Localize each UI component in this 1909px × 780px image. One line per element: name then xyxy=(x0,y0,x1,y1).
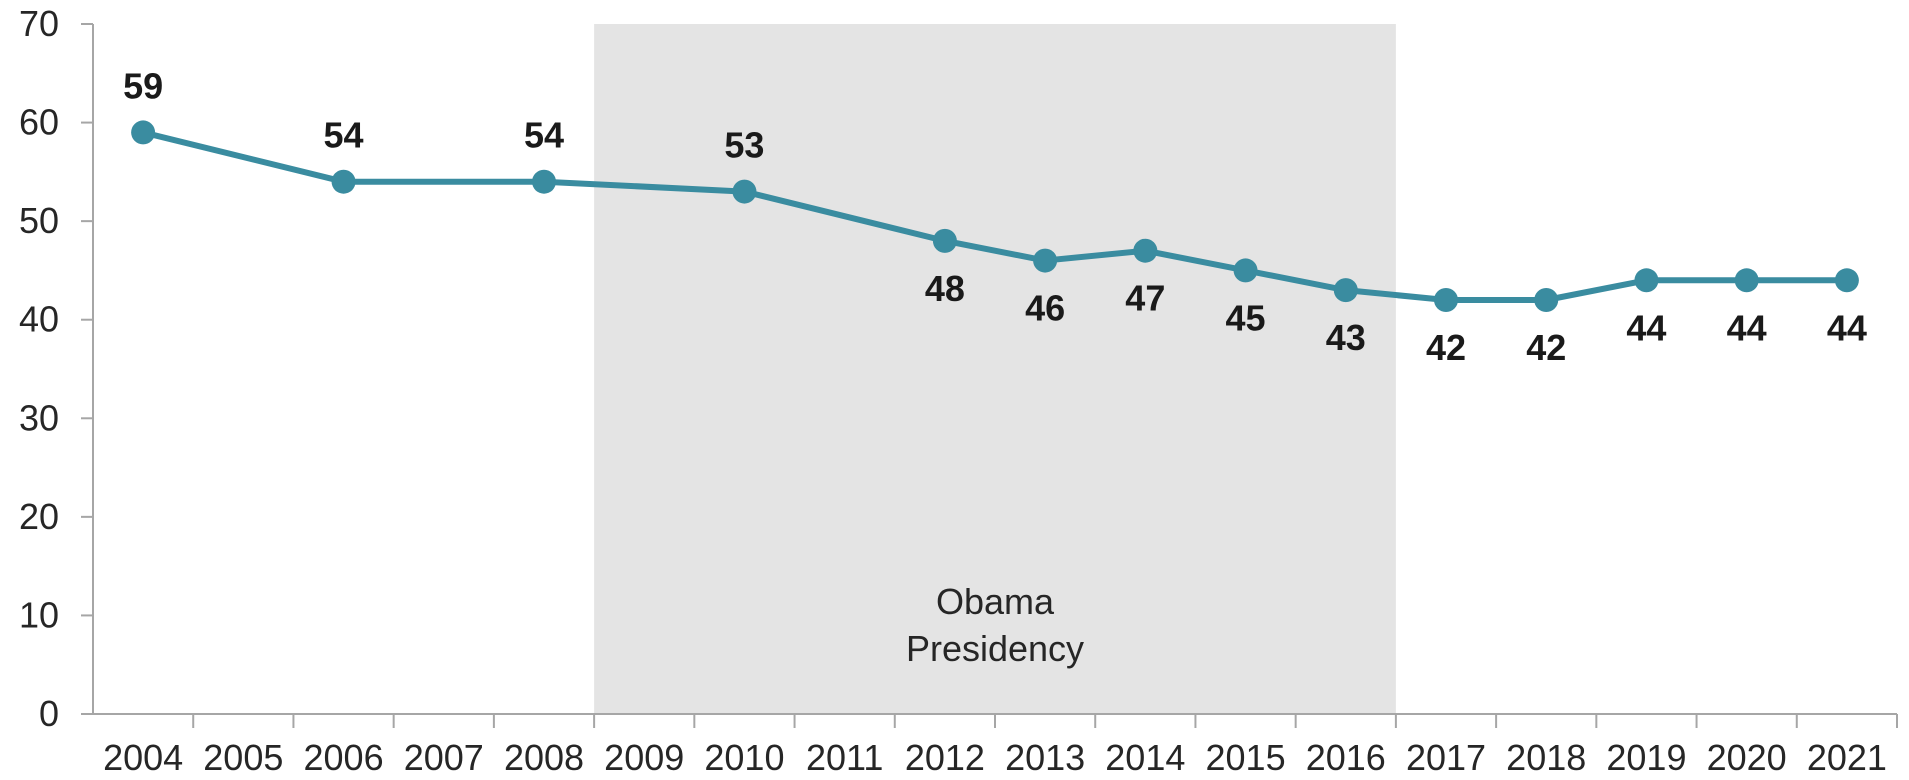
obama-presidency-shade xyxy=(594,24,1396,714)
y-tick-label: 60 xyxy=(19,102,59,143)
x-tick-label: 2009 xyxy=(604,737,684,778)
data-label-2015: 45 xyxy=(1226,297,1266,338)
shaded-region: Obama Presidency xyxy=(594,24,1396,714)
data-point-2010 xyxy=(732,179,757,204)
x-tick-label: 2017 xyxy=(1406,737,1486,778)
data-label-2021: 44 xyxy=(1827,307,1867,348)
data-point-2008 xyxy=(532,169,556,194)
data-point-2016 xyxy=(1333,278,1358,303)
data-label-2012: 48 xyxy=(925,268,965,309)
x-tick-label: 2016 xyxy=(1306,737,1386,778)
data-label-2017: 42 xyxy=(1426,327,1466,368)
data-label-2016: 43 xyxy=(1326,317,1366,358)
x-tick-label: 2005 xyxy=(203,737,283,778)
x-tick-label: 2010 xyxy=(704,737,784,778)
data-point-2019 xyxy=(1634,268,1659,293)
data-label-2006: 54 xyxy=(324,115,364,156)
y-tick-label: 70 xyxy=(19,3,59,44)
data-labels: 59 54 54 53 48 46 47 45 43 42 42 44 44 44 xyxy=(123,65,1867,368)
shaded-region-label: Presidency xyxy=(906,628,1084,669)
x-tick-label: 2006 xyxy=(304,737,384,778)
data-point-2012 xyxy=(932,228,957,253)
axes: 0 10 20 30 40 50 60 70 2004 2005 2006 2007 2008 2009 2… xyxy=(19,3,1898,778)
x-tick-label: 2014 xyxy=(1105,737,1185,778)
data-point-2021 xyxy=(1834,268,1859,293)
data-label-2010: 53 xyxy=(724,125,764,166)
y-tick-label: 30 xyxy=(19,397,59,438)
data-label-2019: 44 xyxy=(1626,307,1666,348)
data-label-2020: 44 xyxy=(1727,307,1767,348)
y-tick-label: 40 xyxy=(19,299,59,340)
x-tick-label: 2018 xyxy=(1506,737,1586,778)
data-label-2014: 47 xyxy=(1125,278,1165,319)
data-point-2013 xyxy=(1033,248,1058,273)
data-label-2018: 42 xyxy=(1526,327,1566,368)
data-point-2006 xyxy=(331,169,356,194)
data-label-2008: 54 xyxy=(524,115,564,156)
data-point-2015 xyxy=(1233,258,1258,283)
data-point-2017 xyxy=(1434,288,1458,312)
y-tick-label: 50 xyxy=(19,200,59,241)
shaded-region-label: Obama xyxy=(936,581,1055,622)
x-tick-label: 2020 xyxy=(1707,737,1787,778)
x-tick-label: 2012 xyxy=(905,737,985,778)
data-point-2020 xyxy=(1734,268,1759,293)
data-point-2018 xyxy=(1534,288,1559,312)
x-tick-label: 2008 xyxy=(504,737,584,778)
x-tick-label: 2019 xyxy=(1606,737,1686,778)
series-line xyxy=(140,129,1850,303)
y-tick-label: 0 xyxy=(39,693,59,734)
data-label-2004: 59 xyxy=(123,65,163,106)
data-label-2013: 46 xyxy=(1025,288,1065,329)
x-tick-label: 2013 xyxy=(1005,737,1085,778)
data-point-2004 xyxy=(131,120,156,145)
x-tick-label: 2011 xyxy=(806,737,883,778)
x-tick-label: 2004 xyxy=(103,737,183,778)
data-point-2014 xyxy=(1133,238,1158,263)
series xyxy=(131,120,1859,312)
x-tick-label: 2021 xyxy=(1807,737,1887,778)
x-tick-label: 2007 xyxy=(404,737,484,778)
x-tick-label: 2015 xyxy=(1206,737,1286,778)
y-tick-label: 10 xyxy=(19,594,59,635)
y-tick-label: 20 xyxy=(19,496,59,537)
